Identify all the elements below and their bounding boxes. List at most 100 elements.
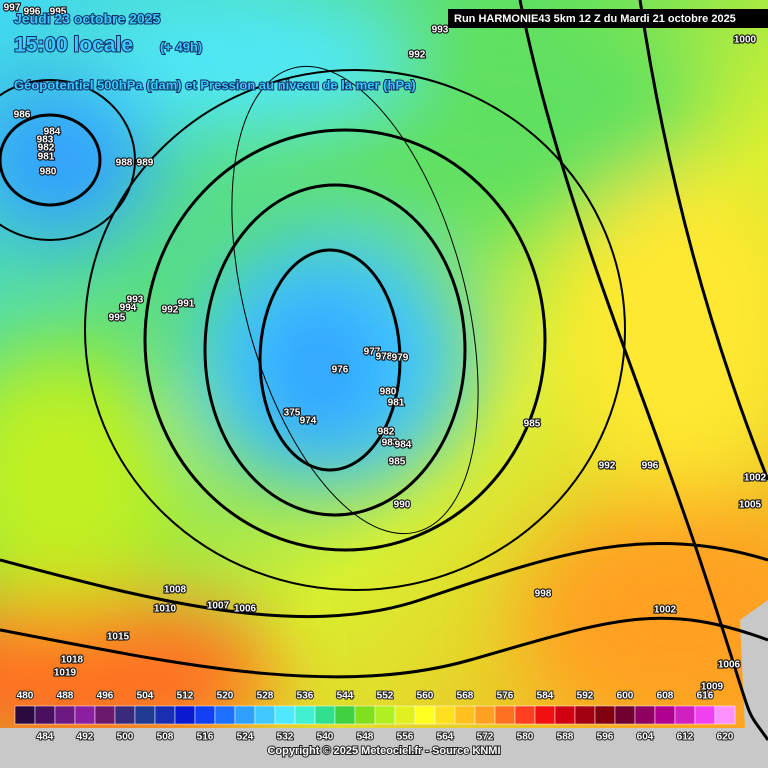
colorbar-label: 492	[77, 732, 94, 743]
colorbar-label: 528	[257, 691, 274, 702]
colorbar-swatch	[314, 705, 336, 725]
colorbar-label: 504	[137, 691, 154, 702]
pressure-label: 375	[284, 408, 301, 419]
colorbar-swatch	[374, 705, 396, 725]
pressure-label: 976	[332, 365, 349, 376]
pressure-label: 980	[40, 167, 57, 178]
colorbar-label: 484	[37, 732, 54, 743]
pressure-label: 1019	[54, 668, 77, 679]
colorbar-swatch	[574, 705, 596, 725]
pressure-label: 978	[376, 352, 393, 363]
pressure-label: 986	[14, 110, 31, 121]
pressure-label: 1000	[734, 35, 757, 46]
run-info: Run HARMONIE43 5km 12 Z du Mardi 21 octo…	[454, 13, 736, 25]
colorbar-label: 488	[57, 691, 74, 702]
colorbar-label: 480	[17, 691, 34, 702]
pressure-label: 994	[120, 303, 137, 314]
colorbar-swatch	[634, 705, 656, 725]
colorbar-swatch	[234, 705, 256, 725]
pressure-label: 989	[137, 158, 154, 169]
colorbar-label: 512	[177, 691, 194, 702]
colorbar-label: 600	[617, 691, 634, 702]
pressure-label: 1006	[234, 604, 257, 615]
colorbar-label: 552	[377, 691, 394, 702]
colorbar-label: 564	[437, 732, 454, 743]
time: 15:00 locale	[14, 34, 133, 57]
colorbar-swatch	[514, 705, 536, 725]
pressure-label: 1018	[61, 655, 84, 666]
colorbar-label: 616	[697, 691, 714, 702]
subtitle: Géopotentiel 500hPa (dam) et Pression au…	[14, 77, 416, 92]
pressure-label: 991	[178, 299, 195, 310]
colorbar-swatch	[714, 705, 736, 725]
pressure-label: 979	[392, 353, 409, 364]
colorbar-label: 596	[597, 732, 614, 743]
pressure-label: 982	[378, 427, 395, 438]
colorbar-label: 612	[677, 732, 694, 743]
pressure-label: 1009	[701, 682, 724, 693]
pressure-label: 993	[432, 25, 449, 36]
colorbar-swatch	[534, 705, 556, 725]
pressure-label: 1010	[154, 604, 177, 615]
colorbar-swatch	[74, 705, 96, 725]
colorbar-label: 532	[277, 732, 294, 743]
colorbar-swatch	[254, 705, 276, 725]
colorbar-label: 604	[637, 732, 654, 743]
colorbar-swatch	[294, 705, 316, 725]
colorbar-label: 576	[497, 691, 514, 702]
pressure-label: 984	[395, 440, 412, 451]
pressure-label: 985	[524, 419, 541, 430]
pressure-label: 992	[599, 461, 616, 472]
pressure-label: 981	[388, 398, 405, 409]
colorbar-swatch	[474, 705, 496, 725]
pressure-label: 998	[535, 589, 552, 600]
colorbar-swatch	[614, 705, 636, 725]
pressure-label: 974	[300, 416, 317, 427]
pressure-label: 996	[642, 461, 659, 472]
pressure-label: 997	[4, 3, 21, 14]
colorbar-swatch	[594, 705, 616, 725]
colorbar-label: 560	[417, 691, 434, 702]
pressure-label: 1006	[718, 660, 741, 671]
colorbar-label: 524	[237, 732, 254, 743]
date: Jeudi 23 octobre 2025	[14, 11, 161, 27]
colorbar-swatch	[414, 705, 436, 725]
pressure-label: 982	[38, 143, 55, 154]
colorbar-label: 508	[157, 732, 174, 743]
colorbar-label: 608	[657, 691, 674, 702]
colorbar-swatch	[694, 705, 716, 725]
lead-time: (+ 49h)	[160, 39, 202, 54]
pressure-label: 990	[394, 500, 411, 511]
colorbar-swatch	[654, 705, 676, 725]
isobars	[0, 0, 768, 740]
colorbar-swatch	[54, 705, 76, 725]
colorbar-label: 588	[557, 732, 574, 743]
pressure-label: 1008	[164, 585, 187, 596]
pressure-label: 1002	[744, 473, 767, 484]
colorbar-swatch	[434, 705, 456, 725]
pressure-label: 996	[24, 7, 41, 18]
colorbar-swatch	[14, 705, 36, 725]
pressure-label: 1007	[207, 601, 230, 612]
colorbar-swatch	[494, 705, 516, 725]
pressure-label: 983	[382, 438, 399, 449]
pressure-label: 1002	[654, 605, 677, 616]
colorbar-swatch	[214, 705, 236, 725]
pressure-label: 995	[109, 313, 126, 324]
pressure-label: 984	[44, 127, 61, 138]
colorbar-swatch	[554, 705, 576, 725]
colorbar-swatch	[354, 705, 376, 725]
colorbar-label: 548	[357, 732, 374, 743]
pressure-label: 988	[116, 158, 133, 169]
pressure-label: 981	[38, 152, 55, 163]
colorbar-label: 496	[97, 691, 114, 702]
colorbar-swatch	[274, 705, 296, 725]
colorbar-swatch	[674, 705, 696, 725]
colorbar-swatch	[174, 705, 196, 725]
colorbar-label: 536	[297, 691, 314, 702]
pressure-label: 992	[162, 305, 179, 316]
colorbar-label: 500	[117, 732, 134, 743]
run-box	[448, 9, 768, 28]
copyright: Copyright © 2025 Meteociel.fr - Source K…	[267, 745, 500, 757]
